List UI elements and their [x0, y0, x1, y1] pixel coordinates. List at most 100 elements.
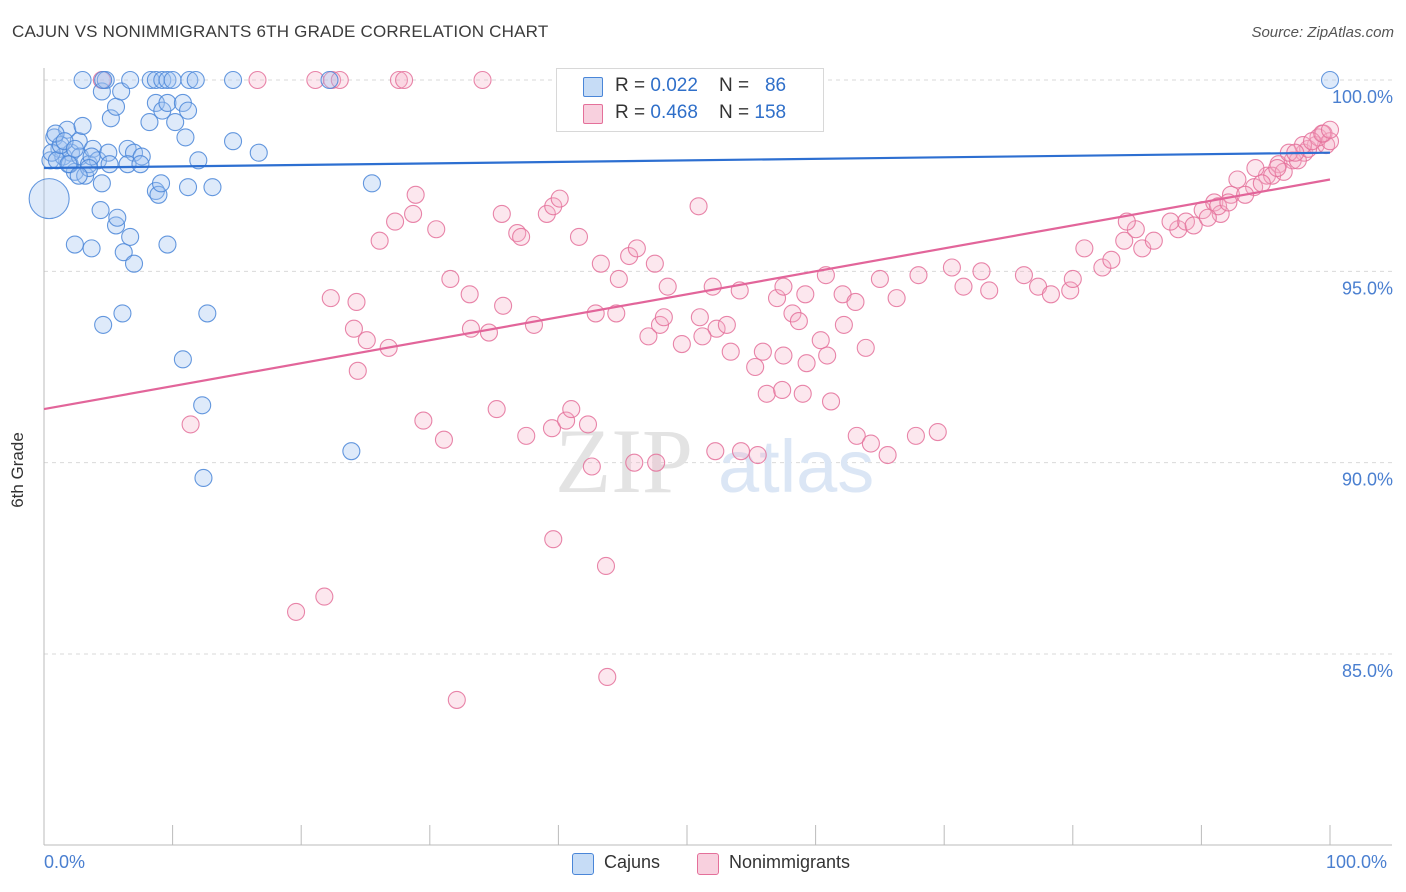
- nonimmigrant-point: [181, 415, 200, 434]
- cajun-point: [82, 147, 101, 166]
- nonimmigrant-point: [1075, 239, 1094, 258]
- cajun-point: [58, 120, 77, 139]
- cajun-point: [180, 70, 199, 90]
- cajun-point: [163, 70, 182, 90]
- nonimmigrant-point: [746, 357, 765, 377]
- cajun-point: [114, 243, 133, 262]
- stats-box: R = 0.022 N = 86 R = 0.468 N = 158: [556, 68, 824, 132]
- cajun-point: [92, 82, 111, 101]
- cajun-point: [55, 132, 74, 151]
- y-tick-label: 100.0%: [1332, 87, 1393, 107]
- nonimmigrant-point: [757, 384, 776, 403]
- cajun-point: [94, 315, 113, 334]
- nonimmigrant-point: [721, 342, 740, 361]
- cajun-point: [151, 174, 171, 193]
- nonimmigrant-point: [1320, 120, 1340, 139]
- nonimmigrant-point: [447, 690, 466, 709]
- nonimmigrant-point: [330, 70, 349, 90]
- cajun-point: [140, 113, 159, 132]
- nonimmigrant-point: [494, 296, 513, 315]
- cajun-r-label: R =: [615, 75, 651, 96]
- nonimmigrant-point: [706, 442, 725, 461]
- nonimmigrant-point: [479, 323, 499, 342]
- cajun-point: [176, 128, 195, 147]
- nonimmigrant-point: [473, 70, 492, 90]
- nonimmigrants-r-value: 0.468: [650, 102, 698, 123]
- nonimmigrant-point: [654, 308, 673, 327]
- nonimmigrant-point: [625, 453, 644, 472]
- nonimmigrant-point: [1302, 132, 1322, 151]
- nonimmigrant-point: [542, 419, 562, 438]
- cajun-point: [223, 70, 243, 90]
- nonimmigrant-point: [569, 227, 589, 246]
- nonimmigrant-point: [1228, 170, 1247, 189]
- nonimmigrant-point: [1063, 269, 1082, 289]
- cajun-point: [193, 396, 212, 415]
- cajun-point: [118, 155, 137, 174]
- cajun-point: [362, 174, 381, 193]
- trend-lines: [43, 151, 1331, 411]
- cajun-point: [186, 70, 205, 90]
- y-tick-labels: 85.0% 90.0% 95.0% 100.0%: [1332, 87, 1393, 681]
- cajun-point: [203, 178, 222, 197]
- nonimmigrant-point: [434, 430, 453, 449]
- nonimmigrant-point: [954, 277, 973, 296]
- nonimmigrant-point: [441, 269, 460, 289]
- nonimmigrant-point: [1041, 285, 1060, 304]
- cajun-point: [69, 166, 88, 185]
- cajun-point: [158, 93, 177, 113]
- cajun-point: [178, 101, 198, 120]
- nonimmigrant-point: [1014, 266, 1033, 285]
- cajun-point: [65, 235, 84, 254]
- nonimmigrant-point: [793, 384, 812, 403]
- nonimmigrant-point: [748, 445, 767, 465]
- y-axis-label: 6th Grade: [8, 432, 27, 508]
- cajun-point: [106, 216, 126, 235]
- nonimmigrant-point: [370, 231, 389, 250]
- nonimmigrant-point: [796, 285, 815, 304]
- cajun-point: [158, 70, 177, 90]
- cajun-swatch: [583, 77, 603, 97]
- axes: [43, 68, 1392, 846]
- nonimmigrant-point: [347, 292, 366, 311]
- nonimmigrant-point: [717, 315, 736, 334]
- nonimmigrant-point: [427, 220, 446, 239]
- nonimmigrant-point: [1246, 158, 1265, 178]
- nonimmigrant-point: [1209, 197, 1228, 216]
- cajun-r-value: 0.022: [650, 75, 698, 96]
- cajun-point: [83, 139, 102, 158]
- watermark: ZIP atlas: [555, 410, 874, 512]
- nonimmigrant-point: [562, 400, 581, 419]
- cajun-point: [223, 132, 243, 151]
- cajun-point: [121, 70, 140, 90]
- nonimmigrant-point: [870, 269, 889, 289]
- nonimmigrant-point: [928, 423, 947, 442]
- nonimmigrant-point: [627, 239, 646, 258]
- cajun-point: [94, 70, 113, 90]
- nonimmigrant-point: [753, 342, 772, 361]
- nonimmigrant-point: [847, 426, 866, 445]
- nonimmigrant-point: [856, 338, 875, 357]
- cajun-point: [108, 208, 127, 227]
- nonimmigrant-point: [406, 185, 425, 204]
- cajun-point: [149, 185, 168, 204]
- nonimmigrant-point: [647, 453, 666, 472]
- cajun-point: [194, 468, 213, 488]
- source-label: Source: ZipAtlas.com: [1251, 24, 1394, 41]
- nonimmigrant-point: [767, 289, 787, 308]
- nonimmigrant-point: [248, 70, 267, 90]
- y-tick-label: 85.0%: [1342, 661, 1393, 681]
- nonimmigrant-point: [395, 70, 414, 90]
- cajun-point: [28, 178, 70, 220]
- nonimmigrant-point: [811, 331, 830, 350]
- cajun-point: [178, 178, 198, 197]
- nonimmigrant-point: [524, 315, 544, 334]
- nonimmigrant-point: [512, 227, 531, 246]
- nonimmigrant-point: [620, 246, 639, 266]
- cajun-point: [101, 109, 120, 128]
- cajun-point: [249, 143, 268, 162]
- nonimmigrants-swatch: [583, 104, 603, 124]
- cajun-point: [173, 350, 192, 369]
- nonimmigrant-point: [658, 277, 677, 296]
